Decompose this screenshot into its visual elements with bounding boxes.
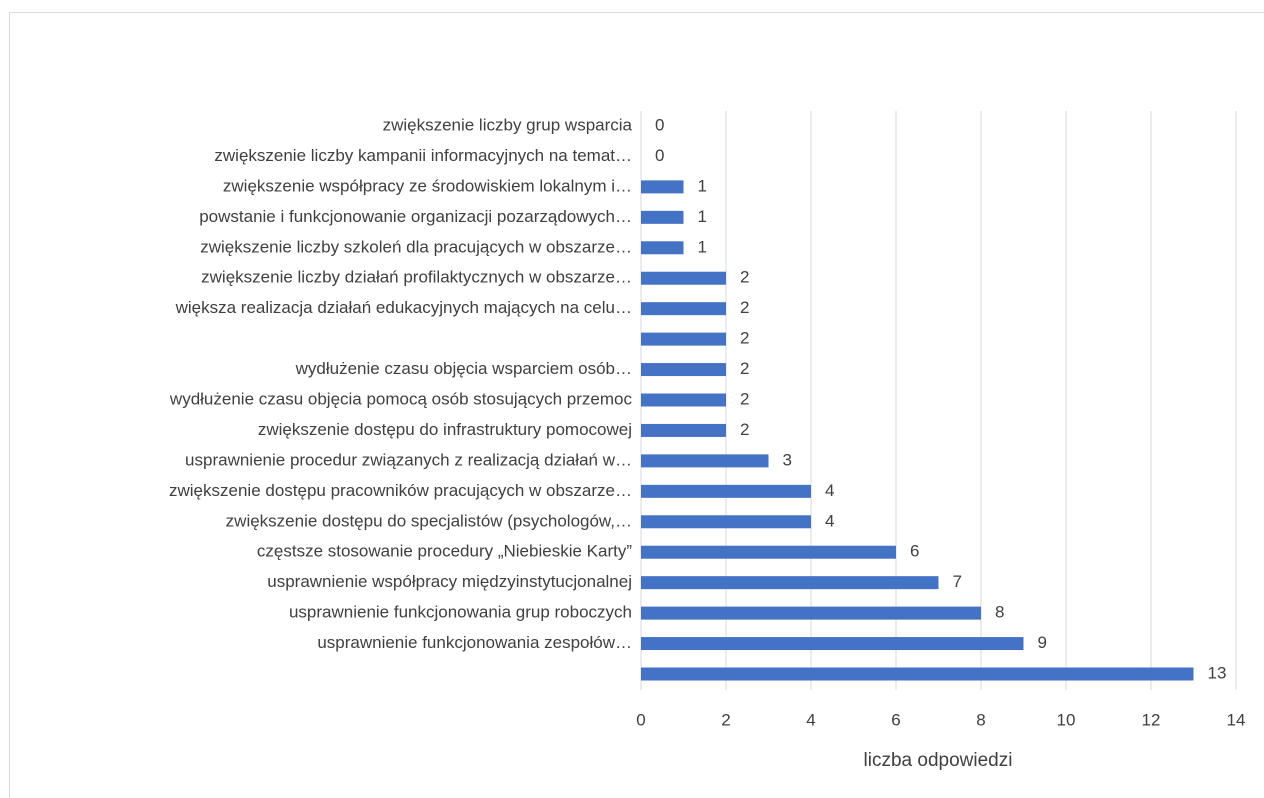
data-label: 1 xyxy=(698,237,707,256)
data-label: 6 xyxy=(910,542,919,561)
bar xyxy=(641,545,896,559)
y-tick-label: zwiększenie dostępu do specjalistów (psy… xyxy=(226,511,632,530)
data-label: 0 xyxy=(655,146,664,165)
bar xyxy=(641,332,726,346)
data-label: 2 xyxy=(740,329,749,348)
y-tick-label: usprawnienie współpracy międzyinstytucjo… xyxy=(267,572,632,591)
data-label: 7 xyxy=(953,572,962,591)
y-tick-label: wydłużenie czasu objęcia pomocą osób sto… xyxy=(169,389,633,408)
bar xyxy=(641,454,769,468)
bar xyxy=(641,606,981,620)
bar xyxy=(641,241,684,255)
x-tick-label: 14 xyxy=(1227,710,1246,729)
y-tick-label: zwiększenie współpracy ze środowiskiem l… xyxy=(223,176,632,195)
bar xyxy=(641,423,726,437)
y-tick-label: zwiększenie dostępu do infrastruktury po… xyxy=(258,420,632,439)
bar xyxy=(641,667,1194,681)
data-label: 13 xyxy=(1208,663,1227,682)
data-label: 4 xyxy=(825,511,834,530)
x-tick-label: 6 xyxy=(891,710,900,729)
chart-frame xyxy=(9,12,1264,798)
bar xyxy=(641,637,1024,651)
x-axis-title: liczba odpowiedzi xyxy=(864,750,1013,771)
x-tick-label: 4 xyxy=(806,710,815,729)
data-label: 2 xyxy=(740,389,749,408)
y-tick-label: usprawnienie procedur związanych z reali… xyxy=(185,450,632,469)
bar xyxy=(641,363,726,377)
data-label: 2 xyxy=(740,298,749,317)
data-label: 9 xyxy=(1038,633,1047,652)
bar xyxy=(641,576,939,590)
y-tick-label: zwiększenie liczby działań profilaktyczn… xyxy=(201,268,632,287)
y-tick-label: powstanie i funkcjonowanie organizacji p… xyxy=(199,207,632,226)
data-label: 1 xyxy=(698,207,707,226)
bar xyxy=(641,484,811,498)
data-label: 8 xyxy=(995,603,1004,622)
data-label: 2 xyxy=(740,359,749,378)
x-tick-label: 10 xyxy=(1057,710,1076,729)
x-tick-label: 12 xyxy=(1142,710,1161,729)
data-label: 2 xyxy=(740,268,749,287)
y-tick-label: usprawnienie funkcjonowania zespołów… xyxy=(317,633,632,652)
y-tick-label: usprawnienie funkcjonowania grup roboczy… xyxy=(289,603,632,622)
bar xyxy=(641,393,726,407)
bar xyxy=(641,210,684,224)
x-tick-label: 0 xyxy=(636,710,645,729)
y-tick-label: zwiększenie liczby kampanii informacyjny… xyxy=(214,146,632,165)
data-label: 4 xyxy=(825,481,834,500)
y-tick-label: wydłużenie czasu objęcia wsparciem osób… xyxy=(295,359,632,378)
y-tick-label: zwiększenie liczby grup wsparcia xyxy=(383,115,633,134)
bar xyxy=(641,302,726,316)
data-label: 3 xyxy=(783,450,792,469)
y-tick-label: zwiększenie dostępu pracowników pracując… xyxy=(169,481,632,500)
x-tick-label: 2 xyxy=(721,710,730,729)
data-label: 0 xyxy=(655,115,664,134)
bar xyxy=(641,515,811,529)
bar xyxy=(641,271,726,285)
y-tick-label: większa realizacja działań edukacyjnych … xyxy=(175,298,632,317)
data-label: 2 xyxy=(740,420,749,439)
bar xyxy=(641,180,684,194)
y-tick-label: częstsze stosowanie procedury „Niebieski… xyxy=(257,542,632,561)
x-tick-label: 8 xyxy=(976,710,985,729)
data-label: 1 xyxy=(698,176,707,195)
y-tick-label: zwiększenie liczby szkoleń dla pracujący… xyxy=(200,237,632,256)
